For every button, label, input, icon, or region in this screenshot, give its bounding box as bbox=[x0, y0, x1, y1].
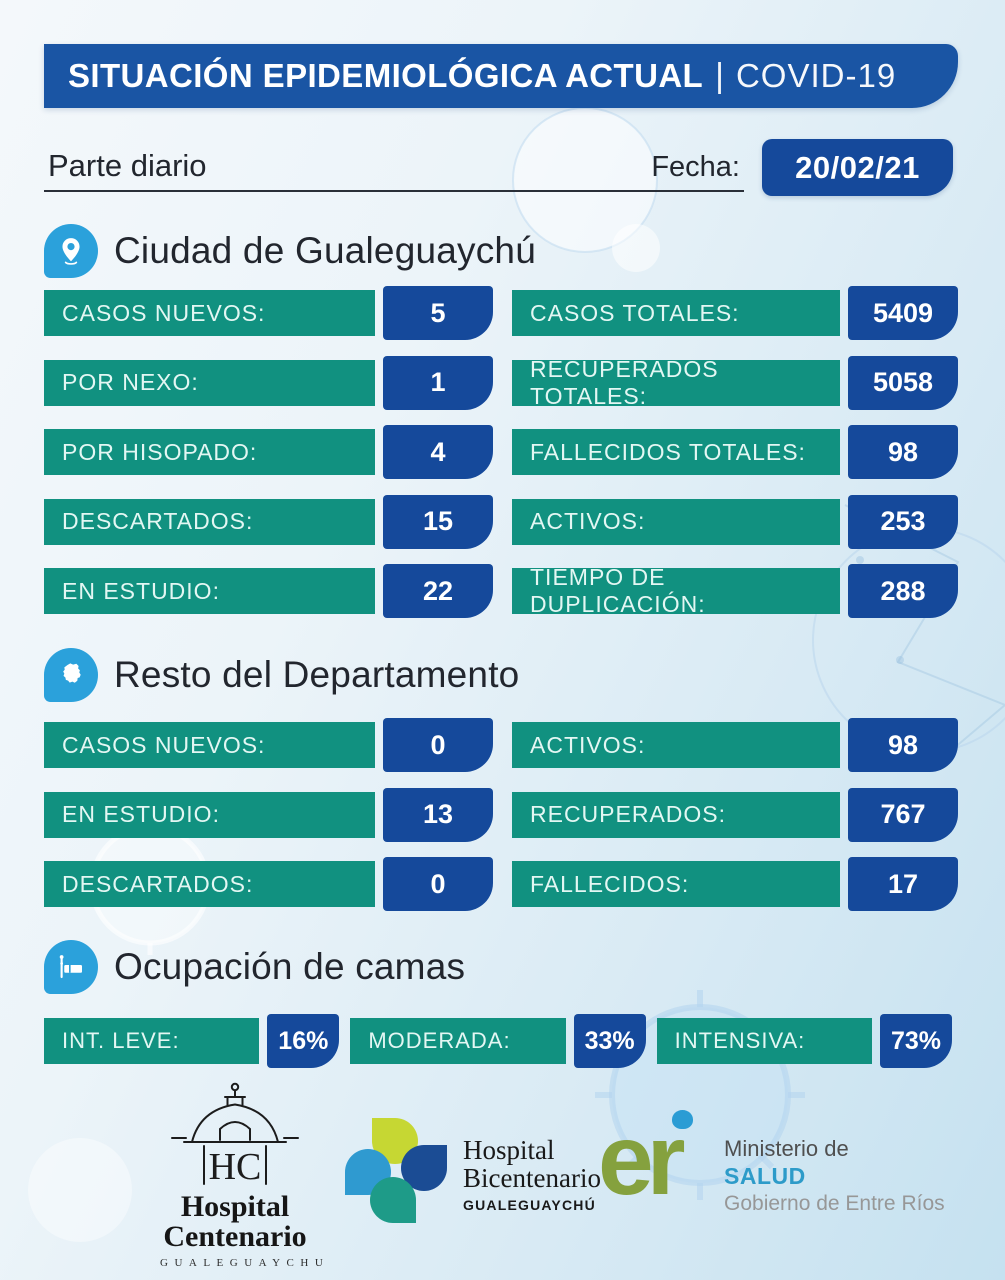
stat-fallecidos: FALLECIDOS: 17 bbox=[512, 857, 958, 911]
stat-value-badge: 73% bbox=[879, 1014, 952, 1068]
ministerio-line2: SALUD bbox=[724, 1163, 806, 1189]
section-beds-header: Ocupación de camas bbox=[44, 940, 465, 994]
stat-casos-nuevos: CASOS NUEVOS: 5 bbox=[44, 286, 493, 340]
stat-value-badge: 5 bbox=[383, 286, 493, 340]
date-value-badge: 20/02/21 bbox=[762, 139, 953, 196]
section-city-header: Ciudad de Gualeguaychú bbox=[44, 224, 536, 278]
stat-value-badge: 15 bbox=[383, 494, 493, 549]
header-title-bold: SITUACIÓN EPIDEMIOLÓGICA ACTUAL bbox=[68, 57, 704, 94]
date-label: Fecha: bbox=[651, 151, 740, 183]
stat-casos-nuevos: CASOS NUEVOS: 0 bbox=[44, 718, 493, 772]
stat-int-leve: INT. LEVE: 16% bbox=[44, 1014, 340, 1068]
header-separator: | bbox=[715, 56, 724, 95]
bicentenario-petals-icon bbox=[345, 1118, 447, 1224]
centenario-dome-icon: HC bbox=[171, 1082, 299, 1188]
stat-fallecidos-totales: FALLECIDOS TOTALES: 98 bbox=[512, 425, 958, 479]
stat-value-badge: 5409 bbox=[848, 286, 958, 340]
stat-value-badge: 17 bbox=[848, 857, 958, 911]
stat-value-badge: 5058 bbox=[848, 355, 958, 410]
stat-value-badge: 33% bbox=[573, 1014, 646, 1068]
section-city-title: Ciudad de Gualeguaychú bbox=[114, 230, 536, 271]
stat-descartados: DESCARTADOS: 0 bbox=[44, 857, 493, 911]
bicentenario-city: GUALEGUAYCHÚ bbox=[463, 1196, 596, 1213]
stat-tiempo-duplicacion: TIEMPO DE DUPLICACIÓN: 288 bbox=[512, 564, 958, 618]
ministerio-line1: Ministerio de bbox=[724, 1136, 849, 1161]
city-stats-grid: CASOS NUEVOS: 5 CASOS TOTALES: 5409 POR … bbox=[44, 286, 958, 618]
rest-stats-grid: CASOS NUEVOS: 0 ACTIVOS: 98 EN ESTUDIO: … bbox=[44, 718, 958, 911]
map-region-icon bbox=[44, 648, 98, 702]
report-meta-row: Parte diario Fecha: bbox=[44, 138, 744, 192]
hospital-bicentenario-logo: Hospital Bicentenario GUALEGUAYCHÚ bbox=[345, 1118, 601, 1224]
stat-value-badge: 98 bbox=[848, 425, 958, 479]
stat-value-badge: 767 bbox=[848, 787, 958, 842]
ministerio-line3: Gobierno de Entre Ríos bbox=[724, 1192, 945, 1215]
bicentenario-name-line1: Hospital bbox=[463, 1135, 555, 1165]
stat-por-nexo: POR NEXO: 1 bbox=[44, 355, 493, 410]
stat-value-badge: 253 bbox=[848, 494, 958, 549]
stat-value-badge: 16% bbox=[267, 1014, 340, 1068]
stat-en-estudio: EN ESTUDIO: 22 bbox=[44, 564, 493, 618]
beds-stats-row: INT. LEVE: 16% MODERADA: 33% INTENSIVA: … bbox=[44, 1014, 952, 1068]
stat-recuperados-totales: RECUPERADOS TOTALES: 5058 bbox=[512, 355, 958, 410]
stat-activos: ACTIVOS: 98 bbox=[512, 718, 958, 772]
er-dot bbox=[672, 1110, 693, 1129]
stat-descartados: DESCARTADOS: 15 bbox=[44, 494, 493, 549]
bicentenario-name-line2: Bicentenario bbox=[463, 1163, 601, 1194]
stat-activos: ACTIVOS: 253 bbox=[512, 494, 958, 549]
svg-text:HC: HC bbox=[209, 1146, 262, 1186]
stat-value-badge: 1 bbox=[383, 355, 493, 410]
section-beds-title: Ocupación de camas bbox=[114, 946, 466, 987]
entre-rios-er-icon: er bbox=[598, 1110, 710, 1214]
report-type-label: Parte diario bbox=[48, 148, 207, 183]
stat-en-estudio: EN ESTUDIO: 13 bbox=[44, 787, 493, 842]
centenario-name-line1: Hospital bbox=[180, 1190, 290, 1223]
location-pin-icon bbox=[44, 224, 98, 278]
stat-intensiva: INTENSIVA: 73% bbox=[656, 1014, 952, 1068]
centenario-name-line2: Centenario bbox=[163, 1219, 307, 1253]
stat-moderada: MODERADA: 33% bbox=[350, 1014, 646, 1068]
bed-icon bbox=[44, 940, 98, 994]
section-rest-title: Resto del Departamento bbox=[114, 654, 520, 695]
stat-value-badge: 13 bbox=[383, 787, 493, 842]
stat-por-hisopado: POR HISOPADO: 4 bbox=[44, 425, 493, 479]
stat-value-badge: 98 bbox=[848, 718, 958, 772]
stat-value-badge: 4 bbox=[383, 425, 493, 479]
stat-value-badge: 22 bbox=[383, 564, 493, 618]
header-banner: SITUACIÓN EPIDEMIOLÓGICA ACTUAL | COVID-… bbox=[44, 44, 958, 108]
centenario-city: GUALEGUAYCHU bbox=[160, 1257, 330, 1270]
stat-casos-totales: CASOS TOTALES: 5409 bbox=[512, 286, 958, 340]
ministerio-salud-logo: er Ministerio de SALUD Gobierno de Entre… bbox=[598, 1110, 945, 1216]
footer-logos: HC Hospital Centenario GUALEGUAYCHU Hosp… bbox=[0, 1078, 1005, 1270]
stat-value-badge: 0 bbox=[383, 718, 493, 772]
header-title-light: COVID-19 bbox=[735, 57, 897, 94]
stat-value-badge: 288 bbox=[848, 564, 958, 618]
stat-recuperados: RECUPERADOS: 767 bbox=[512, 787, 958, 842]
stat-value-badge: 0 bbox=[383, 857, 493, 911]
hospital-centenario-logo: HC Hospital Centenario GUALEGUAYCHU bbox=[160, 1080, 330, 1270]
section-rest-header: Resto del Departamento bbox=[44, 648, 519, 702]
